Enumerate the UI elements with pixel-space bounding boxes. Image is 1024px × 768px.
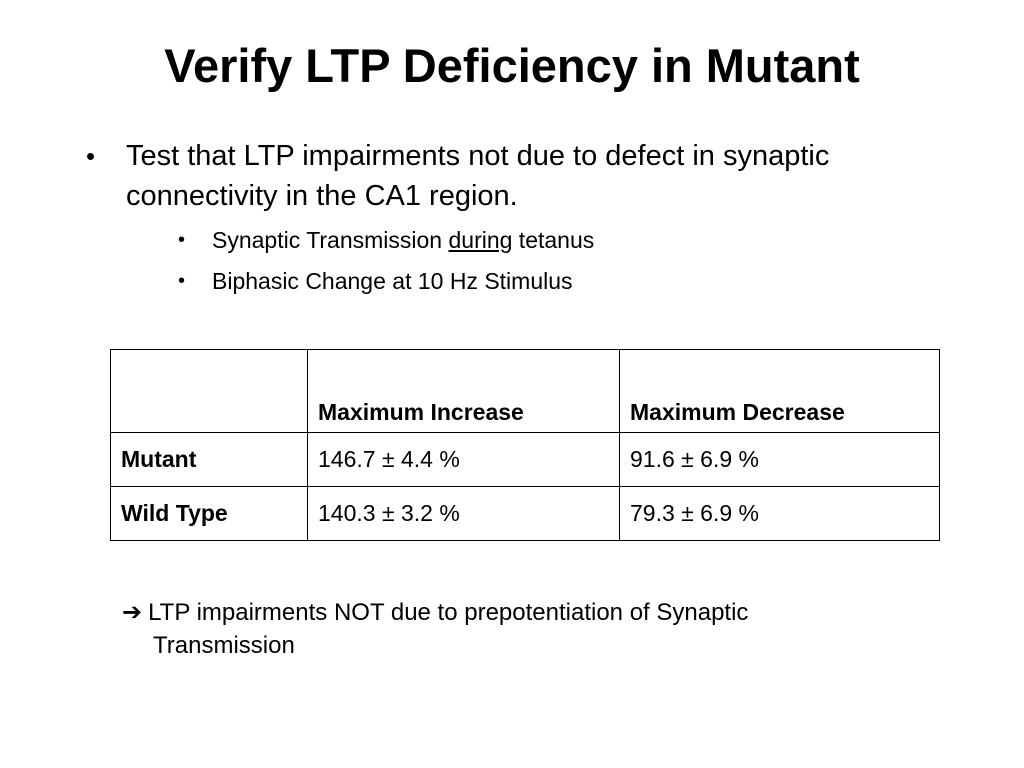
- table-header-empty: [110, 349, 308, 433]
- bullet-list: • Test that LTP impairments not due to d…: [86, 136, 946, 302]
- sub-bullet-text: Biphasic Change at 10 Hz Stimulus: [212, 268, 573, 294]
- sub-bullet-transmission: • Synaptic Transmission during tetanus: [166, 220, 946, 261]
- conclusion-line-1: LTP impairments NOT due to prepotentiati…: [148, 599, 749, 626]
- table-header-max-increase: Maximum Increase: [307, 349, 620, 433]
- conclusion-line-2: Transmission: [153, 632, 295, 659]
- table-row-mutant: Mutant 146.7 ± 4.4 % 91.6 ± 6.9 %: [110, 432, 940, 487]
- results-table: Maximum Increase Maximum Decrease Mutant…: [110, 349, 940, 541]
- sub-bullet-text-before: Synaptic Transmission: [212, 227, 449, 253]
- table-header-max-decrease: Maximum Decrease: [619, 349, 940, 433]
- main-bullet-text: Test that LTP impairments not due to def…: [126, 140, 830, 212]
- sub-bullet-text-after: tetanus: [512, 227, 595, 253]
- slide-title: Verify LTP Deficiency in Mutant: [164, 39, 860, 92]
- sub-bullet-list: • Synaptic Transmission during tetanus •…: [166, 220, 946, 302]
- arrow-right-icon: ➔: [122, 599, 143, 626]
- table-cell-increase: 146.7 ± 4.4 %: [307, 432, 620, 487]
- table-row-label: Mutant: [110, 432, 308, 487]
- bullet-dot-icon: •: [178, 270, 186, 292]
- bullet-dot-icon: •: [178, 229, 186, 251]
- table-cell-decrease: 91.6 ± 6.9 %: [619, 432, 940, 487]
- conclusion: ➔ LTP impairments NOT due to prepotentiat…: [122, 596, 922, 662]
- table-header-row: Maximum Increase Maximum Decrease: [110, 349, 940, 433]
- main-bullet: • Test that LTP impairments not due to d…: [86, 136, 946, 302]
- bullet-dot-icon: •: [86, 141, 96, 171]
- table-row-label: Wild Type: [110, 486, 308, 541]
- sub-bullet-underlined-word: during: [448, 227, 513, 253]
- table-cell-increase: 140.3 ± 3.2 %: [307, 486, 620, 541]
- table-row-wild-type: Wild Type 140.3 ± 3.2 % 79.3 ± 6.9 %: [110, 486, 940, 541]
- table-cell-decrease: 79.3 ± 6.9 %: [619, 486, 940, 541]
- sub-bullet-biphasic: • Biphasic Change at 10 Hz Stimulus: [166, 261, 946, 302]
